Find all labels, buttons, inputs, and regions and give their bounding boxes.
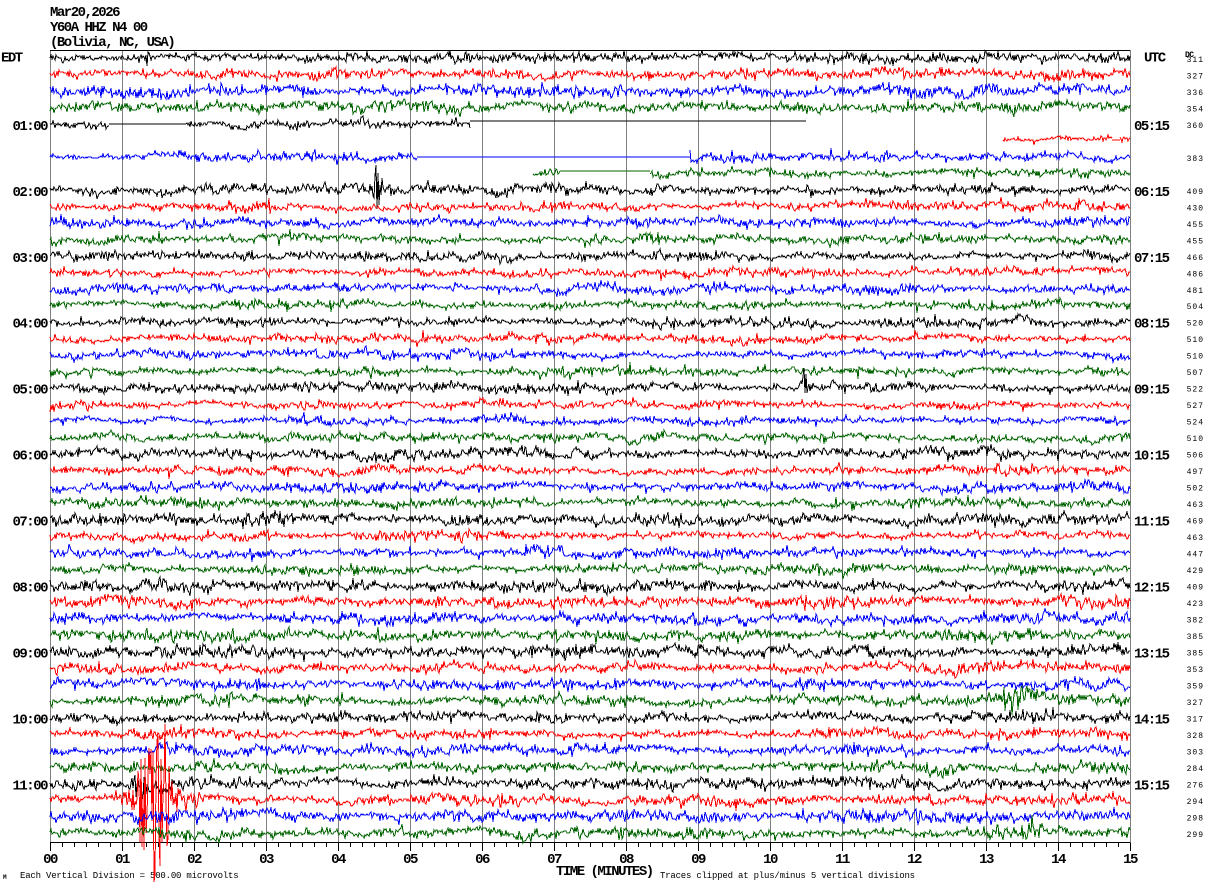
svg-text:Mar20,2026: Mar20,2026 bbox=[50, 5, 120, 21]
svg-text:327: 327 bbox=[1187, 699, 1204, 708]
svg-text:15: 15 bbox=[1123, 852, 1138, 868]
svg-text:11:00: 11:00 bbox=[12, 779, 48, 795]
svg-text:Y60A HHZ N4 00: Y60A HHZ N4 00 bbox=[50, 20, 148, 36]
svg-text:UTC: UTC bbox=[1144, 51, 1167, 67]
svg-text:385: 385 bbox=[1187, 633, 1204, 642]
svg-text:497: 497 bbox=[1187, 468, 1204, 477]
svg-text:05: 05 bbox=[403, 852, 418, 868]
svg-text:(Bolivia, NC, USA): (Bolivia, NC, USA) bbox=[50, 35, 174, 51]
svg-text:359: 359 bbox=[1187, 683, 1204, 692]
svg-text:284: 284 bbox=[1187, 765, 1204, 774]
svg-text:09: 09 bbox=[691, 852, 706, 868]
svg-text:360: 360 bbox=[1187, 122, 1204, 131]
svg-text:13: 13 bbox=[979, 852, 994, 868]
svg-text:11: 11 bbox=[835, 852, 850, 868]
svg-text:DC: DC bbox=[1185, 51, 1194, 60]
svg-text:506: 506 bbox=[1187, 452, 1204, 461]
svg-text:08:15: 08:15 bbox=[1134, 317, 1170, 333]
svg-text:430: 430 bbox=[1187, 204, 1204, 213]
svg-text:317: 317 bbox=[1187, 716, 1204, 725]
svg-text:02: 02 bbox=[187, 852, 202, 868]
svg-text:TIME (MINUTES): TIME (MINUTES) bbox=[556, 864, 653, 880]
svg-text:522: 522 bbox=[1187, 386, 1204, 395]
svg-text:07: 07 bbox=[547, 852, 562, 868]
svg-text:09:15: 09:15 bbox=[1134, 383, 1170, 399]
svg-text:07:00: 07:00 bbox=[12, 515, 48, 531]
svg-text:303: 303 bbox=[1187, 749, 1204, 758]
svg-text:486: 486 bbox=[1187, 270, 1204, 279]
svg-text:520: 520 bbox=[1187, 320, 1204, 329]
svg-text:09:00: 09:00 bbox=[12, 647, 48, 663]
svg-text:14: 14 bbox=[1051, 852, 1066, 868]
svg-text:06:15: 06:15 bbox=[1134, 185, 1170, 201]
svg-text:510: 510 bbox=[1187, 353, 1204, 362]
svg-text:328: 328 bbox=[1187, 732, 1204, 741]
svg-text:294: 294 bbox=[1187, 798, 1204, 807]
svg-text:06: 06 bbox=[475, 852, 490, 868]
svg-text:01: 01 bbox=[115, 852, 130, 868]
svg-text:07:15: 07:15 bbox=[1134, 251, 1170, 267]
svg-text:04: 04 bbox=[331, 852, 346, 868]
svg-text:429: 429 bbox=[1187, 567, 1204, 576]
svg-text:527: 527 bbox=[1187, 402, 1204, 411]
svg-text:Traces clipped at plus/minus 5: Traces clipped at plus/minus 5 vertical … bbox=[660, 871, 915, 881]
svg-text:455: 455 bbox=[1187, 221, 1204, 230]
svg-text:11:15: 11:15 bbox=[1134, 515, 1170, 531]
svg-text:08: 08 bbox=[619, 852, 634, 868]
svg-text:08:00: 08:00 bbox=[12, 581, 48, 597]
svg-text:M: M bbox=[3, 874, 7, 881]
svg-text:06:00: 06:00 bbox=[12, 449, 48, 465]
svg-text:299: 299 bbox=[1187, 831, 1204, 840]
svg-text:510: 510 bbox=[1187, 336, 1204, 345]
svg-text:03:00: 03:00 bbox=[12, 251, 48, 267]
svg-text:12:15: 12:15 bbox=[1134, 581, 1170, 597]
svg-text:463: 463 bbox=[1187, 501, 1204, 510]
svg-text:15:15: 15:15 bbox=[1134, 779, 1170, 795]
svg-text:469: 469 bbox=[1187, 518, 1204, 527]
svg-text:423: 423 bbox=[1187, 600, 1204, 609]
svg-text:507: 507 bbox=[1187, 369, 1204, 378]
svg-text:EDT: EDT bbox=[1, 51, 23, 67]
svg-text:276: 276 bbox=[1187, 782, 1204, 791]
svg-text:481: 481 bbox=[1187, 287, 1204, 296]
svg-text:05:00: 05:00 bbox=[12, 383, 48, 399]
svg-text:383: 383 bbox=[1187, 155, 1204, 164]
svg-text:409: 409 bbox=[1187, 188, 1204, 197]
svg-text:466: 466 bbox=[1187, 254, 1204, 263]
svg-text:353: 353 bbox=[1187, 666, 1204, 675]
svg-text:354: 354 bbox=[1187, 105, 1204, 114]
svg-text:04:00: 04:00 bbox=[12, 317, 48, 333]
svg-text:03: 03 bbox=[259, 852, 274, 868]
svg-text:336: 336 bbox=[1187, 89, 1204, 98]
svg-text:455: 455 bbox=[1187, 237, 1204, 246]
svg-text:524: 524 bbox=[1187, 419, 1204, 428]
svg-text:14:15: 14:15 bbox=[1134, 713, 1170, 729]
svg-text:447: 447 bbox=[1187, 551, 1204, 560]
svg-text:10:15: 10:15 bbox=[1134, 449, 1170, 465]
svg-text:382: 382 bbox=[1187, 617, 1204, 626]
svg-text:05:15: 05:15 bbox=[1134, 119, 1170, 135]
svg-text:327: 327 bbox=[1187, 72, 1204, 81]
svg-text:385: 385 bbox=[1187, 650, 1204, 659]
svg-text:12: 12 bbox=[907, 852, 922, 868]
svg-text:00: 00 bbox=[43, 852, 58, 868]
svg-text:02:00: 02:00 bbox=[12, 185, 48, 201]
svg-text:13:15: 13:15 bbox=[1134, 647, 1170, 663]
svg-text:10: 10 bbox=[763, 852, 778, 868]
svg-text:463: 463 bbox=[1187, 534, 1204, 543]
svg-text:298: 298 bbox=[1187, 814, 1204, 823]
svg-text:Each Vertical Division = 500.: Each Vertical Division = 500.00 microvol… bbox=[20, 871, 238, 881]
svg-text:510: 510 bbox=[1187, 435, 1204, 444]
svg-text:409: 409 bbox=[1187, 584, 1204, 593]
svg-text:502: 502 bbox=[1187, 485, 1204, 494]
svg-text:01:00: 01:00 bbox=[12, 119, 48, 135]
svg-text:504: 504 bbox=[1187, 303, 1204, 312]
svg-text:311: 311 bbox=[1187, 56, 1204, 65]
svg-text:10:00: 10:00 bbox=[12, 713, 48, 729]
